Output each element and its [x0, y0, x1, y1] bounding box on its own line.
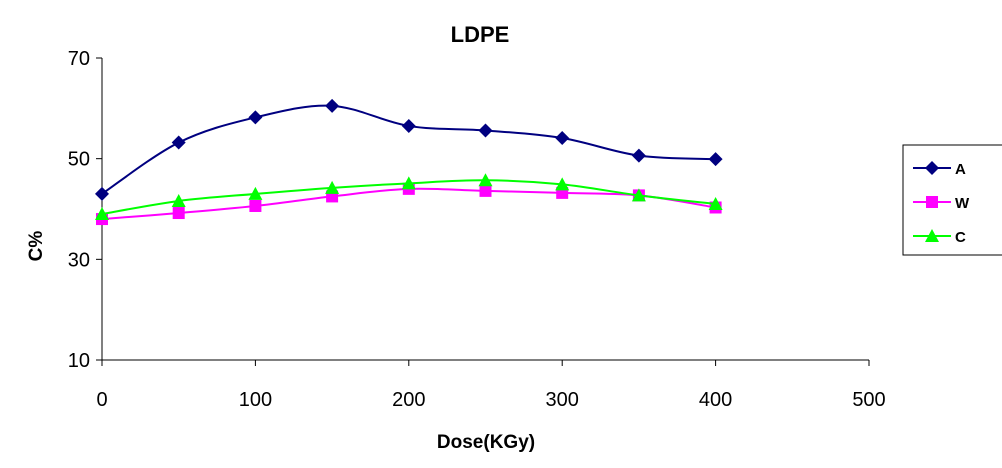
- legend-label-A: A: [955, 161, 966, 178]
- x-tick-label: 100: [239, 389, 272, 411]
- y-tick-label: 50: [68, 149, 90, 171]
- y-tick-label: 10: [68, 350, 90, 372]
- data-point-A: [555, 131, 570, 146]
- legend-marker-C: [925, 229, 939, 242]
- data-point-W: [172, 207, 185, 220]
- x-tick-label: 300: [546, 389, 579, 411]
- legend-marker-W: [926, 196, 938, 208]
- data-point-C: [248, 186, 263, 200]
- data-point-C: [708, 196, 723, 210]
- data-point-C: [95, 207, 109, 221]
- x-tick-label: 400: [699, 389, 732, 411]
- x-axis-title: Dose(KGy): [437, 432, 535, 453]
- data-point-A: [478, 123, 493, 138]
- data-point-A: [401, 118, 416, 133]
- y-axis-title: C%: [26, 231, 47, 262]
- data-point-C: [171, 193, 186, 207]
- chart-title: LDPE: [451, 22, 510, 47]
- data-point-C: [555, 177, 570, 191]
- legend-marker-A: [925, 161, 939, 175]
- series-A: [95, 98, 723, 201]
- plot-area: [95, 98, 723, 226]
- legend: AWC: [902, 144, 1002, 256]
- data-point-C: [631, 188, 646, 202]
- x-tick-label: 200: [392, 389, 425, 411]
- data-point-A: [171, 135, 186, 150]
- data-point-A: [631, 148, 646, 163]
- series-C: [95, 173, 723, 221]
- data-point-C: [401, 176, 416, 190]
- y-axis-ticks: 10 30 50 70: [68, 48, 102, 372]
- y-tick-label: 70: [68, 48, 90, 70]
- legend-label-W: W: [955, 195, 970, 212]
- x-tick-label: 0: [96, 389, 107, 411]
- legend-box: [902, 144, 1002, 256]
- data-point-A: [95, 186, 109, 201]
- data-point-A: [325, 98, 340, 113]
- x-tick-label: 500: [852, 389, 885, 411]
- legend-label-C: C: [955, 229, 966, 246]
- data-point-W: [479, 184, 492, 197]
- data-point-W: [249, 199, 262, 212]
- data-point-C: [325, 180, 340, 194]
- data-point-A: [708, 152, 723, 167]
- data-point-A: [248, 110, 263, 125]
- data-point-C: [478, 173, 493, 187]
- y-tick-label: 30: [68, 249, 90, 271]
- x-axis-ticks: 0 100 200 300 400 500: [96, 360, 886, 411]
